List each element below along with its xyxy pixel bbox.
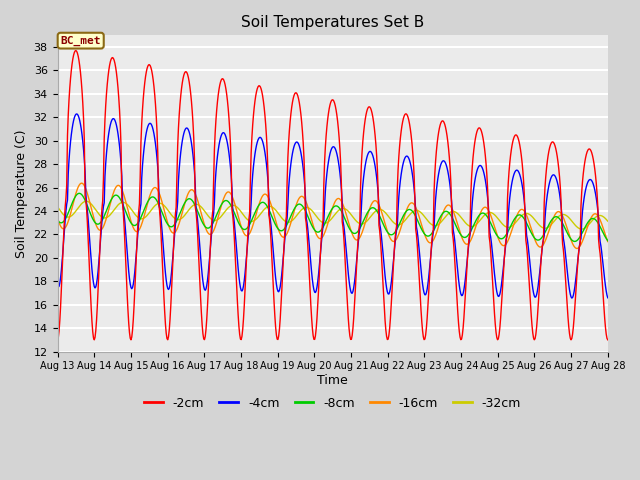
X-axis label: Time: Time (317, 374, 348, 387)
-8cm (571, 239, 579, 244)
-2cm (206, 254, 214, 260)
Text: BC_met: BC_met (60, 36, 101, 46)
-32cm (121, 200, 129, 205)
-2cm (63, 133, 71, 139)
-8cm (177, 209, 184, 215)
Legend: -2cm, -4cm, -8cm, -16cm, -32cm: -2cm, -4cm, -8cm, -16cm, -32cm (139, 392, 526, 415)
-32cm (83, 198, 90, 204)
-32cm (401, 218, 408, 224)
-4cm (73, 111, 81, 117)
-16cm (401, 214, 408, 220)
-32cm (63, 214, 71, 220)
-4cm (63, 197, 71, 203)
Line: -2cm: -2cm (58, 50, 608, 340)
-2cm (417, 294, 424, 300)
-8cm (54, 217, 61, 223)
-2cm (72, 48, 80, 53)
-8cm (604, 238, 612, 243)
Line: -4cm: -4cm (58, 114, 608, 298)
Line: -32cm: -32cm (58, 201, 608, 229)
-4cm (401, 157, 408, 163)
-2cm (121, 239, 129, 245)
-16cm (417, 217, 424, 223)
-8cm (401, 211, 408, 217)
-4cm (417, 259, 424, 264)
-16cm (54, 215, 61, 221)
-4cm (604, 295, 612, 300)
Line: -16cm: -16cm (58, 183, 608, 249)
-8cm (63, 212, 71, 217)
Y-axis label: Soil Temperature (C): Soil Temperature (C) (15, 129, 28, 258)
-8cm (75, 191, 83, 196)
-2cm (401, 113, 408, 119)
-32cm (206, 215, 214, 221)
-8cm (206, 225, 214, 230)
-2cm (604, 337, 612, 343)
-16cm (604, 239, 612, 244)
-16cm (63, 220, 71, 226)
-16cm (121, 195, 129, 201)
-32cm (604, 218, 612, 224)
-2cm (177, 93, 184, 99)
-32cm (578, 226, 586, 232)
-16cm (206, 231, 214, 237)
-4cm (54, 283, 61, 288)
Line: -8cm: -8cm (58, 193, 608, 241)
-4cm (206, 252, 214, 258)
-8cm (121, 206, 129, 212)
-16cm (573, 246, 581, 252)
-4cm (121, 219, 129, 225)
-8cm (417, 224, 424, 229)
-32cm (177, 216, 184, 222)
-2cm (54, 337, 61, 343)
-32cm (417, 209, 424, 215)
-4cm (177, 150, 184, 156)
Title: Soil Temperatures Set B: Soil Temperatures Set B (241, 15, 424, 30)
-16cm (177, 215, 184, 221)
-32cm (54, 204, 61, 210)
-16cm (77, 180, 85, 186)
-4cm (568, 295, 575, 301)
